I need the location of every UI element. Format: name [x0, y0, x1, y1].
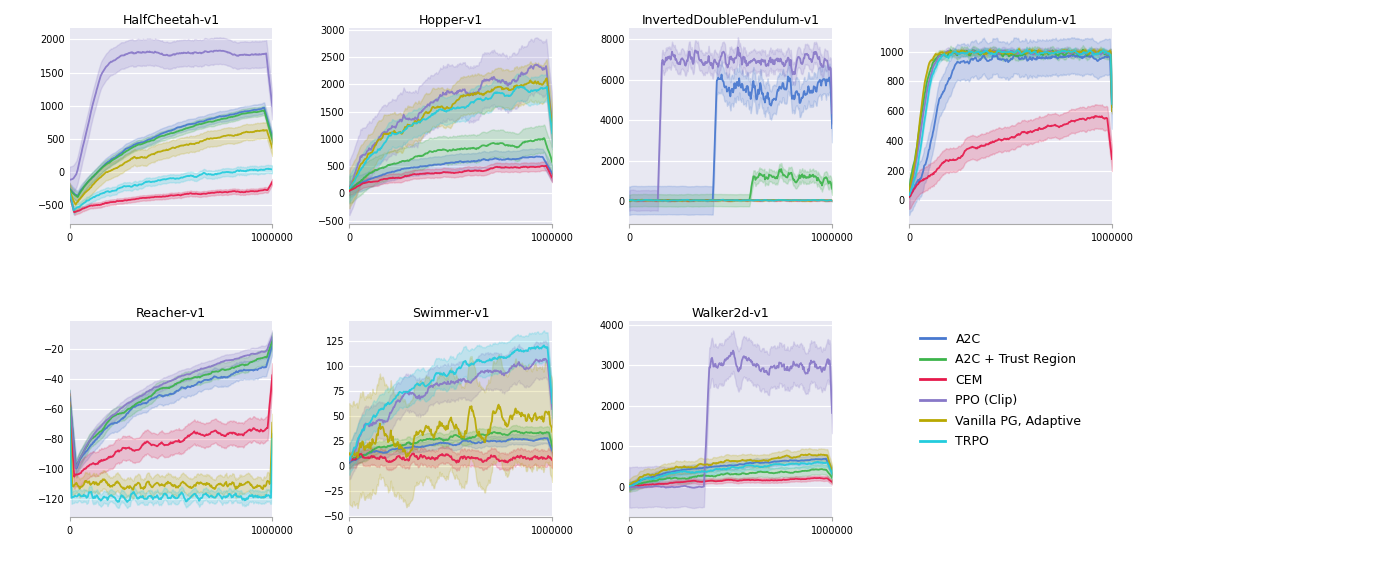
Title: InvertedPendulum-v1: InvertedPendulum-v1 [944, 14, 1077, 27]
Title: InvertedDoublePendulum-v1: InvertedDoublePendulum-v1 [642, 14, 820, 27]
Title: Reacher-v1: Reacher-v1 [136, 307, 206, 320]
Title: Walker2d-v1: Walker2d-v1 [692, 307, 770, 320]
Title: HalfCheetah-v1: HalfCheetah-v1 [122, 14, 220, 27]
Title: Hopper-v1: Hopper-v1 [418, 14, 482, 27]
Legend: A2C, A2C + Trust Region, CEM, PPO (Clip), Vanilla PG, Adaptive, TRPO: A2C, A2C + Trust Region, CEM, PPO (Clip)… [916, 328, 1087, 453]
Title: Swimmer-v1: Swimmer-v1 [411, 307, 489, 320]
